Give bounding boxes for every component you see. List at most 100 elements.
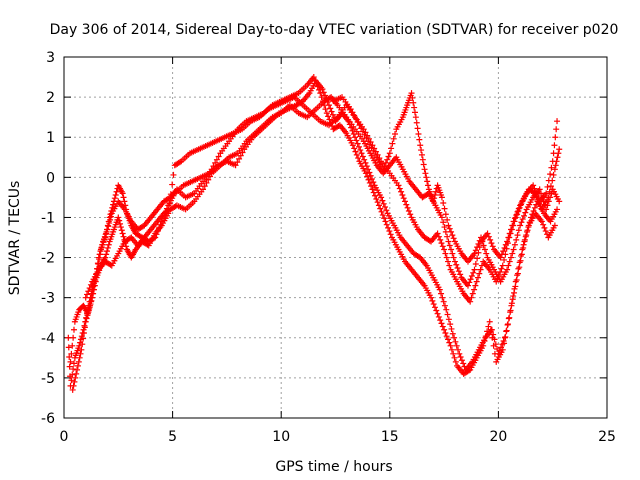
data-point (413, 119, 420, 126)
data-point (476, 237, 483, 244)
data-point (106, 220, 113, 227)
data-point (449, 250, 456, 257)
data-point (540, 198, 547, 205)
data-point (389, 140, 396, 147)
data-point (477, 266, 484, 273)
data-point (351, 112, 358, 119)
data-point (444, 233, 451, 240)
data-point (329, 111, 336, 118)
data-point (212, 159, 219, 166)
data-point (354, 140, 361, 147)
y-tick-label: -6 (41, 411, 55, 427)
data-point (466, 279, 473, 286)
data-point (431, 304, 438, 311)
data-point (537, 190, 544, 197)
data-point (547, 183, 554, 190)
data-point (385, 224, 392, 231)
data-point (104, 248, 111, 255)
data-point (511, 241, 518, 248)
data-point (474, 255, 481, 262)
data-point (550, 171, 557, 178)
data-point (380, 166, 387, 173)
data-point (519, 216, 526, 223)
plot-frame (63, 56, 608, 419)
data-point (556, 198, 563, 205)
data-point (322, 106, 329, 113)
y-tick-label: 0 (46, 170, 55, 186)
data-point (507, 254, 514, 261)
data-point (498, 251, 505, 258)
data-point (501, 244, 508, 251)
data-point (170, 171, 177, 178)
data-point (351, 145, 358, 152)
data-point (379, 212, 386, 219)
data-point (335, 122, 342, 129)
data-point (508, 300, 515, 307)
data-point (166, 200, 173, 207)
data-point (544, 183, 551, 190)
data-point (502, 241, 509, 248)
x-tick-label: 10 (272, 429, 290, 445)
data-point (396, 185, 403, 192)
data-point (107, 216, 114, 223)
data-point (386, 228, 393, 235)
data-point (440, 200, 447, 207)
data-point (434, 230, 441, 237)
data-point (76, 354, 83, 361)
data-point (373, 195, 380, 202)
data-point (438, 194, 445, 201)
data-point (517, 252, 524, 259)
data-point (442, 211, 449, 218)
data-point (91, 282, 98, 289)
data-point (443, 306, 450, 313)
data-point (352, 148, 359, 155)
data-point (552, 134, 559, 141)
data-point (549, 158, 556, 165)
data-point (523, 232, 530, 239)
data-point (443, 254, 450, 261)
data-point (312, 77, 319, 84)
data-point (368, 183, 375, 190)
data-point (67, 358, 74, 365)
axis-ticks: 0 5 10 15 20 25 -6 -5 -4 -3 -2 -1 0 1 2 3 (41, 50, 616, 445)
data-point (486, 318, 493, 325)
data-point (499, 346, 506, 353)
data-point (378, 208, 385, 215)
chart-title: Day 306 of 2014, Sidereal Day-to-day VTE… (50, 22, 619, 38)
data-point (481, 337, 488, 344)
data-point (83, 315, 90, 322)
x-tick-label: 15 (381, 429, 399, 445)
data-point (448, 346, 455, 353)
data-point (514, 272, 521, 279)
data-point (510, 246, 517, 253)
data-point (80, 335, 87, 342)
data-point (490, 331, 497, 338)
data-point (111, 195, 118, 202)
data-point (94, 260, 101, 267)
data-point (104, 226, 111, 233)
data-point (82, 318, 89, 325)
data-point (445, 258, 452, 265)
data-point (79, 341, 86, 348)
data-point (409, 94, 416, 101)
data-point (398, 188, 405, 195)
data-point (521, 236, 528, 243)
data-point (488, 326, 495, 333)
data-point (319, 86, 326, 93)
data-point (326, 94, 333, 101)
data-point (422, 170, 429, 177)
data-point (510, 293, 517, 300)
data-point (554, 206, 561, 213)
data-point (440, 219, 447, 226)
data-point (438, 214, 445, 221)
data-point (90, 286, 97, 293)
data-point (411, 104, 418, 111)
data-point (443, 333, 450, 340)
data-point (551, 142, 558, 149)
data-point (236, 155, 243, 162)
data-point (97, 248, 104, 255)
data-point (465, 367, 472, 374)
x-tick-label: 5 (168, 429, 177, 445)
data-point (554, 118, 561, 125)
